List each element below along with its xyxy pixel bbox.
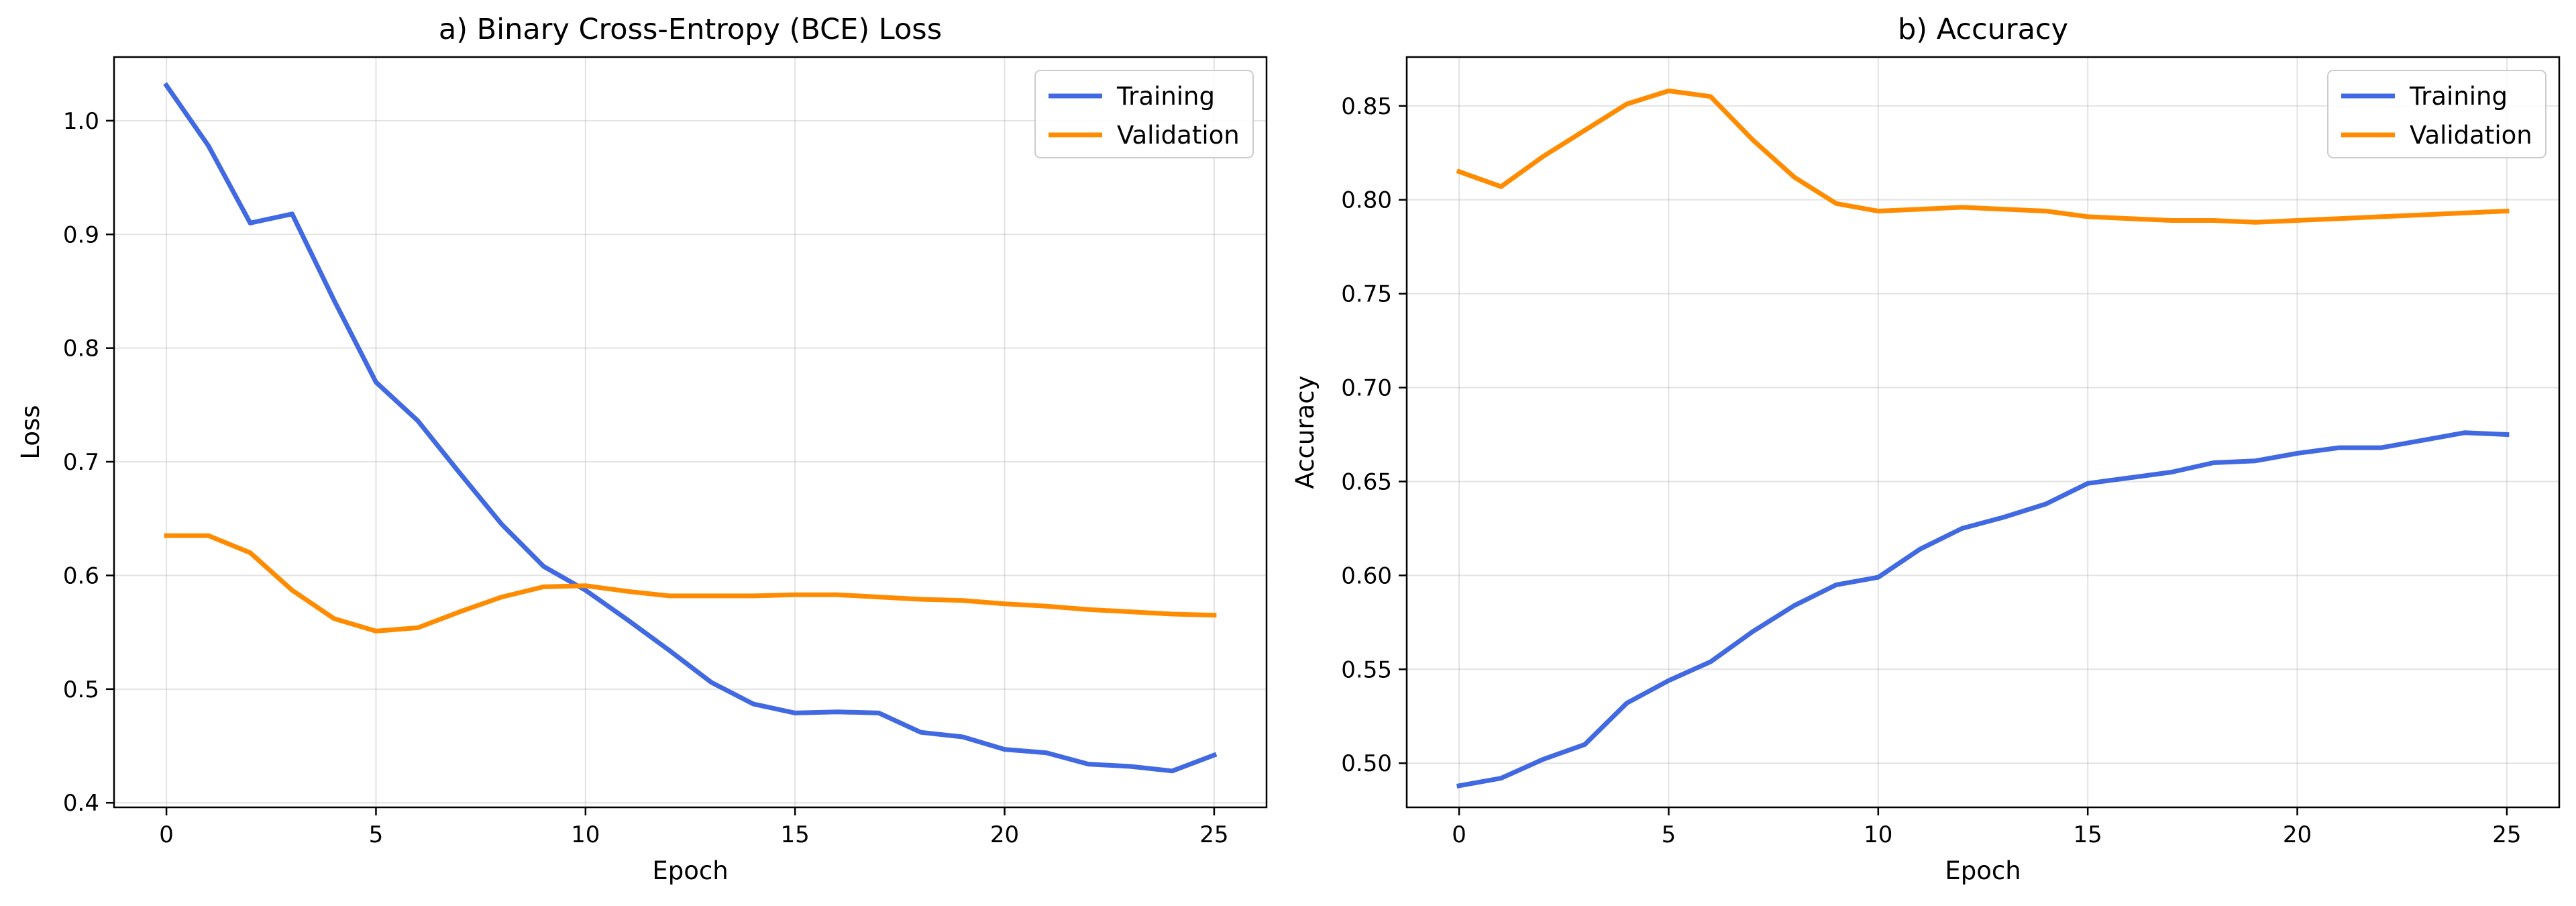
y-tick-label: 0.85 — [1341, 93, 1392, 120]
x-tick-label: 15 — [2074, 821, 2102, 848]
x-tick-label: 25 — [1199, 821, 1228, 848]
y-tick-label: 0.5 — [63, 676, 99, 703]
x-tick-label: 10 — [571, 821, 600, 848]
y-tick-label: 1.0 — [63, 108, 99, 135]
accuracy-panel: 0 5 10 15 20 25 0.50 0.55 0.60 0.65 0.70 0.75 0.80 0.… — [1291, 13, 2561, 885]
y-tick-label: 0.50 — [1341, 750, 1392, 777]
y-tick-label: 0.8 — [63, 336, 99, 362]
panel-title: a) Binary Cross-Entropy (BCE) Loss — [439, 13, 942, 46]
x-tick-label: 0 — [1452, 821, 1466, 848]
y-tick-label: 0.55 — [1341, 656, 1392, 683]
loss-panel: 0 5 10 15 20 25 0.4 0.5 0.6 0.7 0.8 0.9 1.0 a) Binary… — [16, 13, 1268, 885]
x-axis-label: Epoch — [652, 856, 728, 885]
y-axis-label: Loss — [16, 405, 45, 459]
x-tick-label: 25 — [2492, 821, 2521, 848]
y-tick-label: 0.75 — [1341, 281, 1392, 308]
x-tick-label: 10 — [1864, 821, 1892, 848]
x-axis-label: Epoch — [1945, 856, 2021, 885]
x-tick-label: 5 — [1662, 821, 1676, 848]
x-tick-label: 5 — [369, 821, 384, 848]
y-tick-label: 0.6 — [63, 562, 99, 589]
series-line-training — [1456, 430, 2510, 789]
y-tick-label: 0.4 — [63, 790, 99, 817]
plot-frame — [1405, 56, 2561, 809]
legend: Training Validation — [2327, 70, 2546, 158]
x-tick-label: 20 — [990, 821, 1019, 848]
y-tick-label: 0.65 — [1341, 468, 1392, 495]
legend-label-validation: Validation — [2410, 121, 2532, 150]
series-line-training — [163, 82, 1218, 774]
y-tick-label: 0.9 — [63, 221, 99, 248]
y-tick-label: 0.80 — [1341, 187, 1392, 214]
x-tick-label: 20 — [2283, 821, 2312, 848]
y-tick-label: 0.60 — [1341, 562, 1392, 589]
x-tick-label: 15 — [781, 821, 810, 848]
legend-label-validation: Validation — [1117, 121, 1240, 150]
y-tick-label: 0.70 — [1341, 375, 1392, 402]
y-tick-label: 0.7 — [63, 449, 99, 476]
legend-label-training: Training — [1116, 82, 1215, 111]
y-axis-label: Accuracy — [1291, 376, 1320, 489]
x-tick-label: 0 — [159, 821, 174, 848]
series-line-validation — [1456, 88, 2510, 225]
panel-title: b) Accuracy — [1898, 13, 2068, 46]
legend-label-training: Training — [2409, 82, 2508, 111]
series-line-validation — [164, 533, 1217, 634]
plot-frame — [113, 56, 1268, 809]
legend: Training Validation — [1034, 70, 1254, 158]
